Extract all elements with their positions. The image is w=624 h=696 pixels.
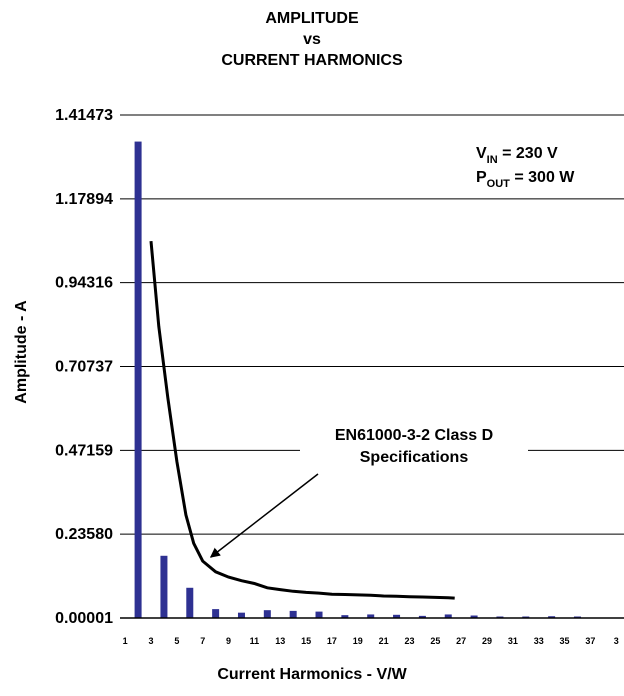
x-axis-label: Current Harmonics - V/W <box>217 666 407 683</box>
x-tick-label: 33 <box>534 636 544 646</box>
title-line-3: CURRENT HARMONICS <box>221 52 403 69</box>
bar <box>393 614 401 618</box>
class-d-limit-line <box>149 240 455 600</box>
x-tick-label: 3 <box>149 636 154 646</box>
annotation-line-1: EN61000-3-2 Class D <box>335 427 493 444</box>
x-tick-label: 27 <box>456 636 466 646</box>
title-line-2: vs <box>303 31 321 48</box>
bar <box>237 612 245 618</box>
bar <box>212 609 220 618</box>
x-tick-label: 17 <box>327 636 337 646</box>
x-tick-label: 9 <box>226 636 231 646</box>
bar <box>444 614 452 618</box>
conditions-background <box>474 136 592 188</box>
x-tick-label: 1 <box>123 636 128 646</box>
y-tick-label: 0.23580 <box>55 526 113 543</box>
x-tick-label: 21 <box>379 636 389 646</box>
chart-title: AMPLITUDE vs CURRENT HARMONICS <box>0 8 624 71</box>
y-axis-label: Amplitude - A <box>13 300 30 404</box>
x-tick-label: 35 <box>560 636 570 646</box>
x-tick-label: 3 <box>614 636 619 646</box>
annotation-background <box>300 420 528 470</box>
x-tick-label: 25 <box>430 636 440 646</box>
bar <box>367 614 375 618</box>
bar <box>418 615 426 618</box>
bars-series <box>134 141 581 618</box>
x-tick-label: 29 <box>482 636 492 646</box>
bar <box>548 616 556 618</box>
x-tick-label: 15 <box>301 636 311 646</box>
annotation-arrow <box>209 473 319 558</box>
y-tick-label: 1.41473 <box>55 107 113 124</box>
y-tick-label: 0.70737 <box>55 359 113 376</box>
bar <box>186 587 194 618</box>
x-tick-label: 11 <box>250 636 260 646</box>
bar <box>470 615 478 618</box>
x-tick-label: 23 <box>404 636 414 646</box>
x-tick-label: 7 <box>200 636 205 646</box>
y-tick-label: 1.17894 <box>55 191 113 208</box>
bar <box>160 555 168 618</box>
vin-label: VIN = 230 V <box>476 145 558 166</box>
bar <box>134 141 142 618</box>
x-tick-label: 13 <box>275 636 285 646</box>
bar <box>289 610 297 618</box>
y-tick-label: 0.94316 <box>55 275 113 292</box>
bar <box>341 615 349 618</box>
y-tick-labels: 0.00001 0.23580 0.47159 0.70737 0.94316 1.178… <box>55 107 113 627</box>
y-tick-label: 0.47159 <box>55 442 113 459</box>
bar <box>315 611 323 618</box>
bar <box>263 610 271 618</box>
x-tick-label: 37 <box>585 636 595 646</box>
y-tick-label: 0.00001 <box>55 610 113 627</box>
conditions-legend: VIN = 230 V POUT = 300 W <box>474 136 592 190</box>
annotation-line-2: Specifications <box>360 449 469 466</box>
title-line-1: AMPLITUDE <box>265 10 359 27</box>
x-tick-label: 5 <box>174 636 179 646</box>
x-tick-labels: 1 3 5 7 9 11 13 15 17 19 21 23 25 27 29 31 33 35 37 3 <box>123 636 619 646</box>
pout-label: POUT = 300 W <box>476 169 575 190</box>
annotation-callout: EN61000-3-2 Class D Specifications <box>209 420 528 558</box>
x-tick-label: 31 <box>508 636 518 646</box>
x-tick-label: 19 <box>353 636 363 646</box>
